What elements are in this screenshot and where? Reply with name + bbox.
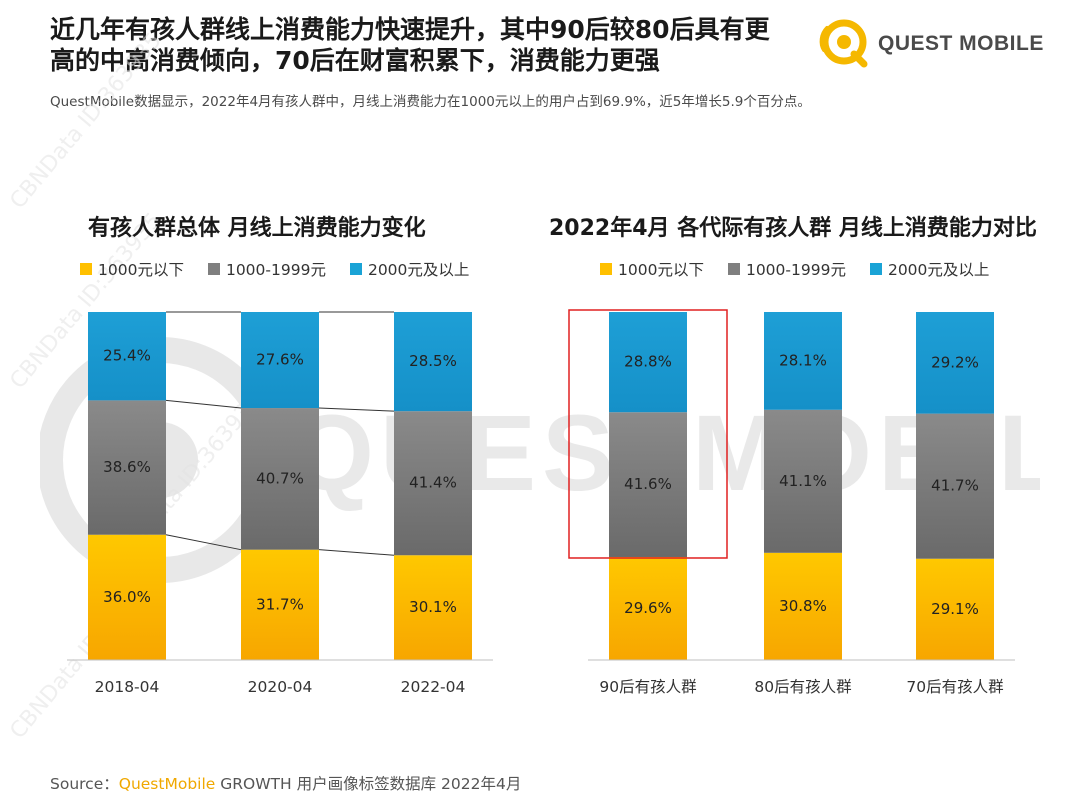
data-label: 27.6% (256, 351, 304, 369)
legend-item-high: 2000元及以上 (349, 258, 470, 280)
x-tick-label: 2022-04 (401, 678, 466, 696)
legend-label-high: 2000元及以上 (887, 261, 990, 279)
legend-label-mid: 1000-1999元 (225, 261, 326, 279)
chart2-title: 2022年4月 各代际有孩人群 月线上消费能力对比 (549, 216, 1037, 241)
bar-segment-high (394, 312, 472, 412)
connector-line (165, 534, 242, 551)
bar-segment-mid (241, 408, 319, 550)
data-label: 41.6% (624, 475, 672, 493)
data-label: 36.0% (103, 588, 151, 606)
legend-label-high: 2000元及以上 (367, 261, 470, 279)
x-tick-label: 2018-04 (95, 678, 160, 696)
bar-segment-low (916, 558, 994, 660)
source-prefix: Source： (50, 775, 119, 793)
connector-line (165, 399, 242, 409)
data-label: 31.7% (256, 595, 304, 613)
legend-swatch-high (869, 263, 882, 275)
questmobile-logo-icon (819, 19, 868, 68)
source-note: Source：QuestMobile GROWTH 用户画像标签数据库 2022… (50, 772, 521, 794)
bar-segment-low (394, 555, 472, 660)
data-label: 29.1% (931, 600, 979, 618)
data-label: 41.7% (931, 477, 979, 495)
bar-segment-mid (916, 413, 994, 559)
legend-item-low: 1000元以下 (80, 258, 184, 280)
data-label: 41.1% (779, 472, 827, 490)
bar-segment-high (764, 312, 842, 410)
data-label: 28.1% (779, 351, 827, 369)
title-line-1: 近几年有孩人群线上消费能力快速提升，其中90后较80后具有更 (50, 15, 770, 44)
data-label: 25.4% (103, 347, 151, 365)
legend-item-mid: 1000-1999元 (207, 258, 326, 280)
legend-label-low: 1000元以下 (618, 261, 704, 279)
data-label: 30.8% (779, 597, 827, 615)
legend-item-low: 1000元以下 (600, 258, 704, 280)
chart2-legend: 1000元以下 1000-1999元 2000元及以上 (600, 258, 989, 280)
x-tick-label: 90后有孩人群 (599, 678, 696, 696)
chart1-legend: 1000元以下 1000-1999元 2000元及以上 (80, 258, 469, 280)
source-rest: GROWTH 用户画像标签数据库 2022年4月 (215, 775, 522, 793)
page-subtitle: QuestMobile数据显示，2022年4月有孩人群中，月线上消费能力在100… (50, 94, 811, 110)
connector-line (318, 407, 395, 412)
data-label: 40.7% (256, 469, 304, 487)
legend-swatch-low (600, 263, 612, 275)
x-tick-label: 80后有孩人群 (754, 678, 851, 696)
bar-segment-low (609, 556, 687, 660)
chart1-title: 有孩人群总体 月线上消费能力变化 (88, 216, 426, 241)
bar-segment-high (241, 312, 319, 409)
legend-item-high: 2000元及以上 (869, 258, 990, 280)
bar-segment-mid (394, 411, 472, 556)
legend-swatch-mid (727, 263, 740, 275)
bar-segment-high (609, 312, 687, 413)
legend-swatch-low (80, 263, 92, 275)
legend-item-mid: 1000-1999元 (727, 258, 846, 280)
bar-segment-low (241, 549, 319, 660)
logo-brand-text: QUEST MOBILE (878, 32, 1044, 55)
x-tick-label: 2020-04 (248, 678, 313, 696)
connector-line (318, 549, 395, 556)
data-label: 38.6% (103, 458, 151, 476)
data-label: 28.5% (409, 352, 457, 370)
page-title: 近几年有孩人群线上消费能力快速提升，其中90后较80后具有更 高的中高消费倾向，… (50, 14, 820, 76)
data-label: 30.1% (409, 598, 457, 616)
legend-swatch-mid (207, 263, 220, 275)
title-line-2: 高的中高消费倾向，70后在财富积累下，消费能力更强 (50, 46, 660, 75)
legend-label-low: 1000元以下 (98, 261, 184, 279)
bar-segment-mid (88, 400, 166, 535)
highlight-box (568, 309, 728, 559)
questmobile-logo: QUEST MOBILE (818, 14, 1048, 74)
x-tick-label: 70后有孩人群 (906, 678, 1003, 696)
data-label: 29.6% (624, 599, 672, 617)
data-label: 29.2% (931, 353, 979, 371)
bar-segment-high (88, 312, 166, 401)
legend-swatch-high (349, 263, 362, 275)
bar-segment-mid (764, 409, 842, 553)
bar-segment-low (764, 552, 842, 660)
bar-segment-mid (609, 412, 687, 557)
data-label: 41.4% (409, 474, 457, 492)
source-brand: QuestMobile (118, 775, 216, 793)
data-label: 28.8% (624, 353, 672, 371)
bar-segment-low (88, 534, 166, 660)
legend-label-mid: 1000-1999元 (745, 261, 846, 279)
bar-segment-high (916, 312, 994, 414)
